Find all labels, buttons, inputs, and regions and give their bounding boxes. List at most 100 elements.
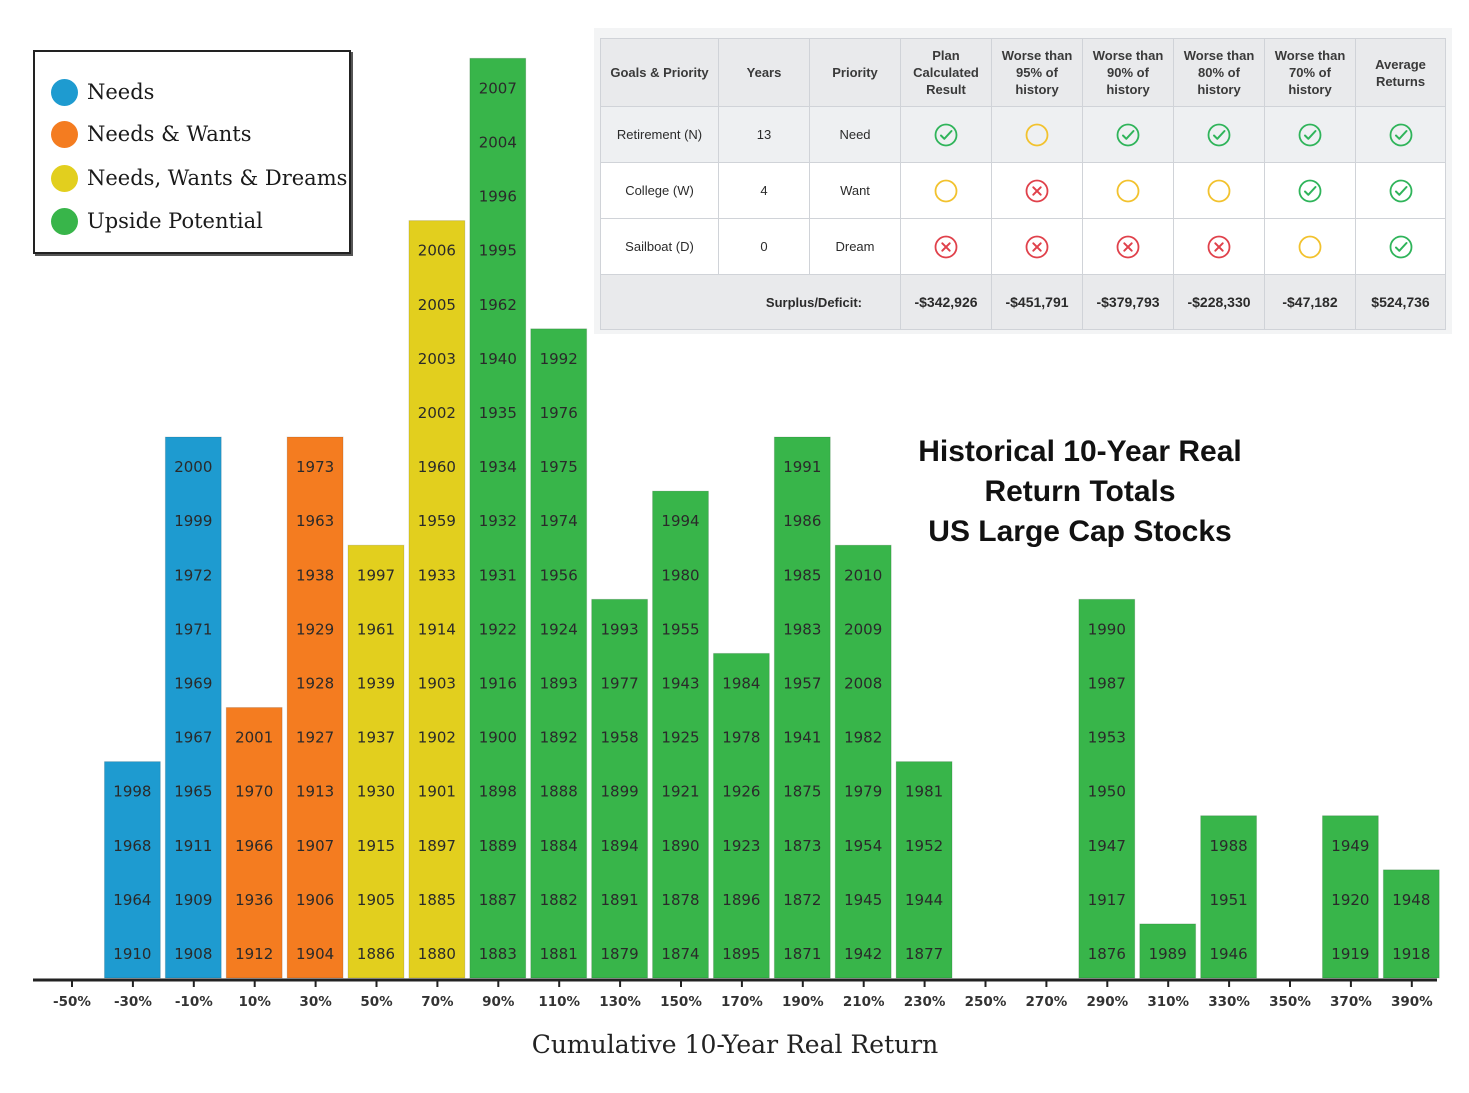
legend: Needs Needs & Wants Needs, Wants & Dream… xyxy=(33,50,351,254)
cell-status xyxy=(1082,218,1174,275)
bar-year-label: 1894 xyxy=(601,837,639,855)
histogram-bar: 1874 1878 1890 1921 1925 1943 1955 1980 1994 xyxy=(652,490,709,979)
bar-rect xyxy=(347,544,405,979)
legend-label-needs-wants-dreams: Needs, Wants & Dreams xyxy=(87,166,348,190)
bar-year-label: 1922 xyxy=(479,620,517,638)
bar-year-label: 1875 xyxy=(783,783,821,801)
histogram-bar: 1904 1906 1907 1913 1927 1928 1929 1938 1963 1973 xyxy=(286,436,344,979)
bar-year-label: 1935 xyxy=(479,404,517,422)
bar-year-label: 1878 xyxy=(661,891,699,909)
bar-year-label: 1947 xyxy=(1088,837,1126,855)
check-circle-icon xyxy=(1207,123,1231,146)
bar-year-label: 1937 xyxy=(357,729,395,747)
header-80-text: Worse than 80% of history xyxy=(1183,48,1255,97)
x-tick-label: 390% xyxy=(1391,994,1433,1010)
bar-year-label: 2005 xyxy=(418,296,456,314)
histogram-bar: 1908 1909 1911 1965 1967 1969 1971 1972 1999 2000 xyxy=(164,436,222,979)
table-total-row: Surplus/Deficit: -$342,926 -$451,791 -$3… xyxy=(600,274,1446,330)
bar-year-label: 2007 xyxy=(479,79,517,97)
cell-status xyxy=(1173,106,1265,163)
bar-year-label: 2010 xyxy=(844,566,882,584)
bar-year-label: 1873 xyxy=(783,837,821,855)
legend-swatch-needs-wants-dreams xyxy=(51,164,78,192)
bar-year-label: 1963 xyxy=(296,512,334,530)
caution-circle-icon xyxy=(1025,123,1049,146)
bar-year-label: 1890 xyxy=(661,837,699,855)
bar-rect xyxy=(286,436,344,979)
bar-year-label: 1892 xyxy=(540,729,578,747)
bar-year-label: 1889 xyxy=(479,837,517,855)
header-priority: Priority xyxy=(809,38,901,107)
bar-year-label: 1941 xyxy=(783,729,821,747)
bar-year-label: 1967 xyxy=(174,729,212,747)
cell-status xyxy=(1355,162,1446,219)
x-tick-label: 110% xyxy=(538,994,580,1010)
bar-year-label: 1885 xyxy=(418,891,456,909)
cell-status xyxy=(1173,218,1265,275)
histogram-bar: 1912 1936 1966 1970 2001 xyxy=(225,707,283,979)
bar-year-label: 1900 xyxy=(479,729,517,747)
bar-year-label: 1978 xyxy=(722,729,760,747)
legend-item-needs-wants-dreams: Needs, Wants & Dreams xyxy=(51,163,347,193)
x-axis-ticks: -50% -30% -10% 10% 30% 50% 70% 90% 110% 130% 150% 1… xyxy=(53,980,1433,1010)
bar-year-label: 2003 xyxy=(418,350,456,368)
bar-year-label: 1909 xyxy=(174,891,212,909)
bar-year-label: 1928 xyxy=(296,675,334,693)
bar-year-label: 1908 xyxy=(174,945,212,963)
bar-year-label: 1976 xyxy=(540,404,578,422)
bar-year-label: 1968 xyxy=(113,837,151,855)
cell-goal: Sailboat (D) xyxy=(600,218,719,275)
check-circle-icon xyxy=(934,123,958,146)
histogram-bar: 1989 xyxy=(1139,923,1197,979)
x-tick-label: 90% xyxy=(482,994,515,1010)
cell-years: 13 xyxy=(718,106,810,163)
cell-years: 4 xyxy=(718,162,810,219)
x-tick-label: 190% xyxy=(782,994,824,1010)
bar-year-label: 1926 xyxy=(722,783,760,801)
bar-rect xyxy=(652,490,709,979)
histogram-bar: 1946 1951 1988 xyxy=(1200,815,1258,979)
bar-year-label: 1946 xyxy=(1210,945,1248,963)
bar-year-label: 1879 xyxy=(601,945,639,963)
check-circle-icon xyxy=(1389,179,1413,202)
bar-year-label: 1982 xyxy=(844,729,882,747)
x-tick-label: 230% xyxy=(904,994,946,1010)
bar-year-label: 1951 xyxy=(1210,891,1248,909)
bar-year-label: 1949 xyxy=(1331,837,1369,855)
legend-swatch-upside-potential xyxy=(51,207,78,235)
header-70-text: Worse than 70% of history xyxy=(1274,48,1346,97)
cell-goal: College (W) xyxy=(600,162,719,219)
bar-rect xyxy=(1200,815,1258,979)
goals-table: Goals & Priority Years Priority Plan Cal… xyxy=(600,38,1446,330)
bar-year-label: 1905 xyxy=(357,891,395,909)
x-circle-icon xyxy=(1025,235,1049,258)
legend-item-upside-potential: Upside Potential xyxy=(51,206,263,236)
legend-label-upside-potential: Upside Potential xyxy=(87,209,263,233)
bar-rect xyxy=(1382,869,1440,979)
bar-year-label: 1921 xyxy=(661,783,699,801)
bar-year-label: 1992 xyxy=(540,350,578,368)
header-90: Worse than 90% of history xyxy=(1082,38,1174,107)
bar-year-label: 1888 xyxy=(540,783,578,801)
bar-year-label: 1939 xyxy=(357,675,395,693)
bar-year-label: 1958 xyxy=(601,729,639,747)
histogram-bar: 1918 1948 xyxy=(1382,869,1440,979)
bar-year-label: 1929 xyxy=(296,620,334,638)
header-plan: Plan Calculated Result xyxy=(900,38,992,107)
bar-year-label: 1969 xyxy=(174,675,212,693)
x-tick-label: -50% xyxy=(53,994,91,1010)
x-tick-label: 290% xyxy=(1086,994,1128,1010)
legend-item-needs: Needs xyxy=(51,77,154,107)
bar-year-label: 1917 xyxy=(1088,891,1126,909)
bars-layer: 1910 1964 1968 1998 1908 1909 1911 1965 1967 1969… xyxy=(103,57,1440,979)
x-circle-icon xyxy=(1116,235,1140,258)
bar-year-label: 1957 xyxy=(783,675,821,693)
legend-swatch-needs xyxy=(51,78,78,106)
bar-year-label: 1925 xyxy=(661,729,699,747)
histogram-bar: 1910 1964 1968 1998 xyxy=(103,761,161,979)
cell-status xyxy=(991,218,1083,275)
bar-year-label: 1985 xyxy=(783,566,821,584)
bar-year-label: 1896 xyxy=(722,891,760,909)
bar-year-label: 2004 xyxy=(479,134,517,152)
